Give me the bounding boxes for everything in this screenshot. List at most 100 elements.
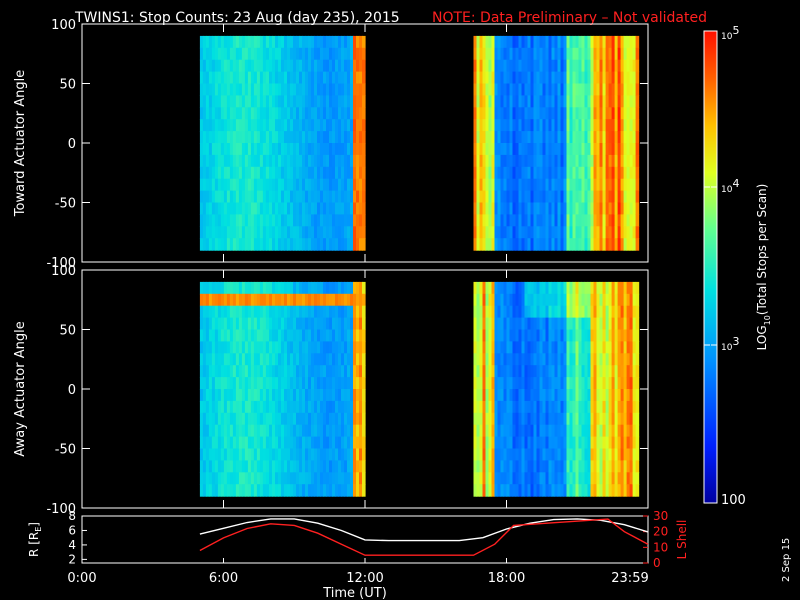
heatmap-cell [608,436,613,450]
heatmap-cell [335,238,339,251]
heatmap-cell [530,131,535,144]
heatmap-cell [259,389,264,402]
heatmap-cell [308,424,312,438]
heatmap-cell [488,119,493,132]
heatmap-cell [497,365,502,378]
heatmap-cell [524,166,529,180]
heatmap-cell [278,436,282,450]
heatmap-cell [359,83,363,96]
heatmap-cell [265,436,270,450]
heatmap-cell [308,317,312,331]
heatmap-cell [272,436,276,450]
heatmap-cell [536,436,541,450]
heatmap-cell [479,341,484,354]
heatmap-cell [305,317,309,331]
heatmap-cell [584,412,589,426]
heatmap-cell [539,484,544,497]
heatmap-cell [244,293,249,307]
heatmap-cell [205,412,210,426]
heatmap-cell [293,107,297,120]
heatmap-cell [521,305,526,319]
heatmap-cell [563,365,568,378]
heatmap-cell [611,377,616,390]
heatmap-cell [344,412,348,426]
heatmap-cell [533,59,538,73]
chart-title: TWINS1: Stop Counts: 23 Aug (day 235), 2… [74,10,400,26]
heatmap-cell [608,377,613,390]
heatmap-cell [326,293,330,307]
heatmap-cell [259,281,264,295]
heatmap-cell [506,341,511,354]
heatmap-cell [548,281,553,295]
heatmap-cell [524,178,529,192]
heatmap-cell [347,166,351,180]
heatmap-cell [308,293,312,307]
heatmap-cell [602,400,607,414]
heatmap-cell [491,178,496,192]
heatmap-cell [608,107,613,120]
heatmap-cell [235,107,240,120]
heatmap-cell [299,119,303,132]
heatmap-cell [614,293,619,307]
heatmap-cell [509,448,514,461]
heatmap-cell [536,214,541,227]
heatmap-cell [338,472,342,485]
heatmap-cell [473,214,478,227]
heatmap-cell [350,353,354,366]
heatmap-cell [614,47,619,61]
heatmap-cell [572,305,577,319]
heatmap-cell [299,178,303,192]
heatmap-cell [500,202,505,215]
heatmap-cell [614,353,619,366]
heatmap-cell [473,365,478,378]
heatmap-cell [632,35,637,49]
heatmap-cell [551,424,556,438]
heatmap-cell [491,317,496,331]
heatmap-cell [506,59,511,73]
heatmap-cell [551,317,556,331]
heatmap-cell [275,83,279,96]
heatmap-cell [500,47,505,61]
heatmap-cell [311,214,315,227]
heatmap-cell [608,460,613,473]
heatmap-cell [287,190,291,204]
heatmap-cell [617,400,622,414]
heatmap-cell [362,107,366,120]
heatmap-cell [593,472,598,485]
heatmap-cell [539,131,544,144]
heatmap-cell [548,400,553,414]
heatmap-cell [629,305,634,319]
heatmap-cell [232,424,237,438]
heatmap-cell [608,119,613,132]
heatmap-cell [202,166,207,180]
heatmap-cell [593,238,598,251]
heatmap-cell [551,47,556,61]
heatmap-cell [265,484,270,497]
heatmap-cell [482,400,487,414]
heatmap-cell [548,35,553,49]
heatmap-cell [241,305,246,319]
heatmap-cell [494,281,499,295]
heatmap-cell [238,365,243,378]
heatmap-cell [524,341,529,354]
heatmap-cell [269,317,273,331]
heatmap-cell [530,178,535,192]
heatmap-cell [512,305,517,319]
heatmap-cell [545,154,550,168]
heatmap-cell [584,226,589,239]
heatmap-cell [497,202,502,215]
heatmap-cell [244,365,249,378]
heatmap-cell [244,424,249,438]
heatmap-cell [500,472,505,485]
heatmap-cell [323,178,327,192]
heatmap-cell [320,281,324,295]
heatmap-cell [290,400,294,414]
heatmap-cell [539,389,544,402]
heatmap-cell [479,412,484,426]
heatmap-cell [308,202,312,215]
heatmap-cell [527,95,532,108]
heatmap-cell [235,293,240,307]
heatmap-cell [512,166,517,180]
heatmap-cell [281,341,285,354]
heatmap-cell [485,424,490,438]
